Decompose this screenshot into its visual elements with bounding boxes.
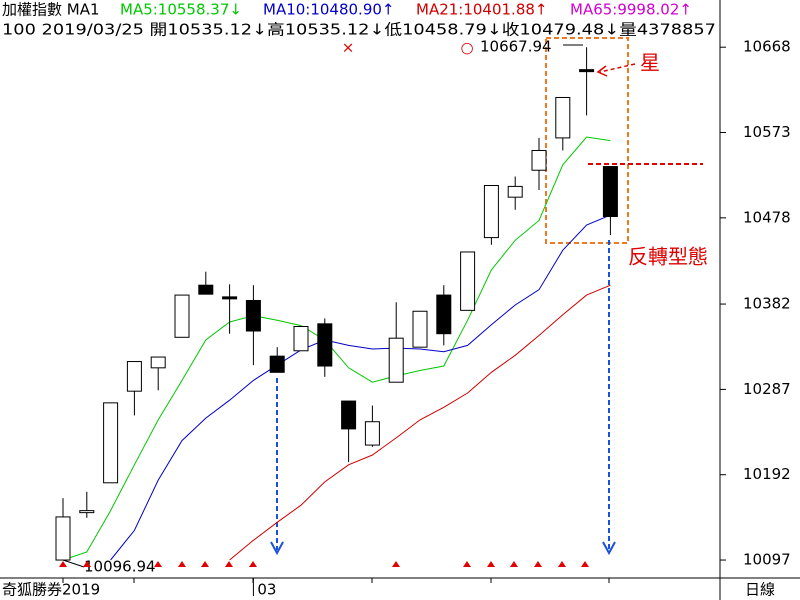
signal-triangle: [463, 561, 471, 567]
y-tick-label: 10097: [743, 551, 791, 569]
signal-triangle: [581, 561, 589, 567]
ma-line: [110, 214, 611, 561]
signal-triangle: [154, 561, 162, 567]
candle-body: [388, 337, 404, 383]
y-tick-label: 10382: [743, 295, 791, 313]
reversal-label: 反轉型態: [628, 245, 708, 269]
candle-body: [507, 185, 523, 198]
candle-body: [341, 400, 357, 430]
candle-body: [460, 251, 476, 311]
candle-body: [55, 516, 71, 561]
candle-body: [79, 510, 95, 514]
signal-triangle: [59, 561, 67, 567]
candle-body: [531, 149, 547, 171]
star-label: 星: [640, 51, 660, 75]
candle-body: [317, 323, 333, 367]
indicator-label: MA5:10558.37↓: [120, 1, 242, 19]
signal-triangle: [510, 561, 518, 567]
candle-body: [555, 96, 571, 139]
pattern-box: [545, 37, 629, 244]
candle-body: [174, 294, 190, 338]
candle-body: [412, 310, 428, 348]
chart-title: 加權指數 MA1: [2, 1, 100, 19]
candle-body: [103, 402, 119, 484]
star-arrow-head: [596, 65, 608, 77]
info-line: 100 2019/03/25 開10535.12↓高10535.12↓低1045…: [2, 21, 716, 39]
signal-triangle: [534, 561, 542, 567]
y-tick-label: 10287: [743, 380, 791, 398]
down-arrow-head: [270, 541, 284, 556]
candle-body: [222, 296, 238, 300]
y-tick-label: 10478: [743, 208, 791, 226]
candle-body: [150, 356, 166, 369]
candle-body: [364, 421, 380, 446]
signal-triangle: [201, 561, 209, 567]
candle-body: [579, 69, 595, 73]
star-arrow: [599, 63, 636, 73]
low-label: 10096.94: [84, 558, 156, 576]
ma-line: [62, 136, 611, 561]
candle-body: [436, 294, 452, 335]
candle-body: [198, 284, 214, 295]
signal-triangle: [392, 561, 400, 567]
indicator-label: MA65:9998.02↑: [570, 1, 692, 19]
low-pointer: [62, 559, 85, 568]
indicator-label: MA10:10480.90↑: [263, 1, 394, 19]
y-tick-label: 10573: [743, 123, 791, 141]
candle-body: [293, 326, 309, 352]
signal-triangle: [83, 561, 91, 567]
footer-left: 奇狐勝券2019: [2, 581, 100, 599]
y-tick-label: 10668: [743, 38, 791, 56]
x-tick-label: 03: [257, 581, 276, 599]
high-label: 10667.94: [480, 38, 552, 56]
circle-mark: ○: [460, 39, 473, 57]
candle-body: [483, 185, 499, 239]
signal-triangle: [225, 561, 233, 567]
down-arrow-head: [602, 541, 616, 556]
y-tick-label: 10192: [743, 465, 791, 483]
signal-triangle: [558, 561, 566, 567]
candle-body: [245, 299, 261, 332]
signal-triangle: [178, 561, 186, 567]
signal-triangle: [487, 561, 495, 567]
indicator-label: MA21:10401.88↑: [416, 1, 547, 19]
footer-right: 日線: [745, 581, 775, 599]
candle-body: [126, 361, 142, 392]
cross-mark: ×: [342, 39, 355, 57]
candle-body: [269, 355, 285, 373]
ma-line: [229, 284, 611, 561]
candle-body: [602, 166, 618, 218]
signal-triangle: [249, 561, 257, 567]
